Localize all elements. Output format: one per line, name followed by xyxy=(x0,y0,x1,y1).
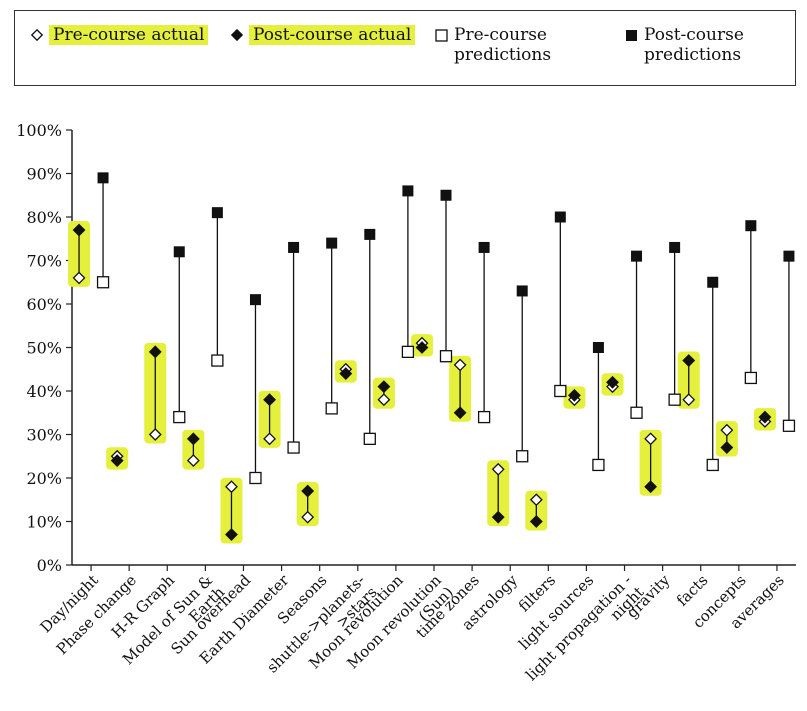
post-actual-point xyxy=(491,510,505,524)
y-tick-label: 40% xyxy=(26,382,62,401)
post-actual-point xyxy=(377,380,391,394)
post-prediction-point xyxy=(669,241,681,253)
post-prediction-point xyxy=(516,285,528,297)
y-tick-label: 70% xyxy=(26,252,62,271)
y-tick-label: 80% xyxy=(26,208,62,227)
pre-actual-point xyxy=(148,428,162,441)
post-prediction-point xyxy=(783,250,795,262)
pre-prediction-point xyxy=(325,402,338,415)
pre-prediction-point xyxy=(287,441,300,454)
legend-item-pre-actual: Pre-course actual xyxy=(31,25,209,45)
open-square-icon xyxy=(435,29,448,42)
y-tick-label: 60% xyxy=(26,295,62,314)
pre-actual-point xyxy=(225,480,238,494)
post-actual-point xyxy=(72,223,86,237)
pre-actual-point xyxy=(72,271,86,285)
pre-prediction-point xyxy=(516,450,529,463)
y-tick-label: 90% xyxy=(26,165,62,184)
post-actual-point xyxy=(644,480,658,494)
legend-item-pre-predictions: Pre-course predictions xyxy=(435,25,551,65)
filled-diamond-icon xyxy=(231,29,243,41)
pre-prediction-point xyxy=(782,419,796,432)
legend-label-pre-predictions: Pre-course predictions xyxy=(454,25,551,65)
post-prediction-point xyxy=(478,241,490,253)
pre-prediction-point xyxy=(211,354,224,367)
post-prediction-point xyxy=(707,276,719,288)
post-prediction-point xyxy=(326,237,338,249)
legend-label-pre-actual: Pre-course actual xyxy=(49,25,209,45)
post-actual-point xyxy=(263,393,276,407)
post-actual-point xyxy=(453,406,467,420)
filled-square-icon xyxy=(626,30,637,41)
legend-label-post-actual: Post-course actual xyxy=(249,25,416,45)
pre-actual-point xyxy=(301,510,315,524)
post-actual-point xyxy=(568,388,581,402)
post-prediction-point xyxy=(97,172,109,184)
y-tick-label: 30% xyxy=(26,426,62,445)
post-actual-point xyxy=(148,345,162,359)
post-prediction-point xyxy=(440,189,452,201)
pre-prediction-point xyxy=(173,410,186,424)
post-actual-point xyxy=(110,454,124,468)
y-tick-label: 0% xyxy=(37,556,62,575)
post-prediction-point xyxy=(745,220,757,232)
pre-actual-point xyxy=(263,432,276,446)
legend-item-post-actual: Post-course actual xyxy=(231,25,416,45)
pre-actual-point xyxy=(720,423,734,437)
post-actual-point xyxy=(225,528,238,541)
post-prediction-point xyxy=(173,246,185,258)
pre-actual-point xyxy=(377,393,391,407)
pre-prediction-point xyxy=(401,345,415,359)
legend-label-post-predictions: Post-course predictions xyxy=(644,25,744,65)
legend-label-post-predictions-line2: predictions xyxy=(644,45,742,65)
pre-actual-point xyxy=(186,454,200,468)
legend-label-pre-predictions-line2: predictions xyxy=(454,45,552,65)
pre-prediction-point xyxy=(96,276,110,289)
post-prediction-point xyxy=(631,250,643,262)
pre-prediction-point xyxy=(668,393,681,406)
post-prediction-point xyxy=(288,241,300,253)
post-actual-point xyxy=(720,441,734,454)
post-prediction-point xyxy=(249,294,261,306)
y-tick-label: 20% xyxy=(26,469,62,488)
pre-prediction-point xyxy=(477,410,491,424)
post-prediction-point xyxy=(211,207,223,219)
post-prediction-point xyxy=(554,211,566,223)
pre-actual-point xyxy=(644,432,658,446)
post-actual-point xyxy=(415,341,429,354)
y-tick-label: 50% xyxy=(26,339,62,358)
pre-actual-point xyxy=(491,462,505,476)
legend: Pre-course actual Post-course actual Pre… xyxy=(14,10,796,86)
pre-actual-point xyxy=(682,393,696,407)
open-diamond-icon xyxy=(31,29,43,41)
post-prediction-point xyxy=(364,228,376,240)
pre-prediction-point xyxy=(439,350,453,363)
post-actual-point xyxy=(186,432,200,446)
post-actual-point xyxy=(301,484,315,498)
post-actual-point xyxy=(606,375,619,389)
pre-prediction-point xyxy=(630,406,643,419)
post-actual-point xyxy=(339,367,353,381)
post-actual-point xyxy=(682,354,696,367)
post-prediction-point xyxy=(402,185,414,197)
post-actual-point xyxy=(529,515,543,528)
dot-range-chart: 0%10%20%30%40%50%60%70%80%90%100% Day/ni… xyxy=(16,121,796,684)
pre-prediction-point xyxy=(363,432,376,446)
pre-prediction-point xyxy=(592,458,605,472)
post-actual-point xyxy=(758,410,772,424)
post-prediction-point xyxy=(592,342,604,353)
pre-prediction-point xyxy=(249,471,262,485)
y-tick-label: 100% xyxy=(16,121,62,140)
pre-prediction-point xyxy=(554,384,567,398)
legend-label-post-predictions-line1: Post-course xyxy=(644,25,744,45)
pre-actual-point xyxy=(453,358,467,372)
y-tick-label: 10% xyxy=(26,513,62,532)
pre-prediction-point xyxy=(744,371,757,385)
pre-actual-point xyxy=(529,493,543,507)
pre-prediction-point xyxy=(706,458,719,472)
legend-item-post-predictions: Post-course predictions xyxy=(625,25,744,65)
legend-label-pre-predictions-line1: Pre-course xyxy=(454,25,547,45)
